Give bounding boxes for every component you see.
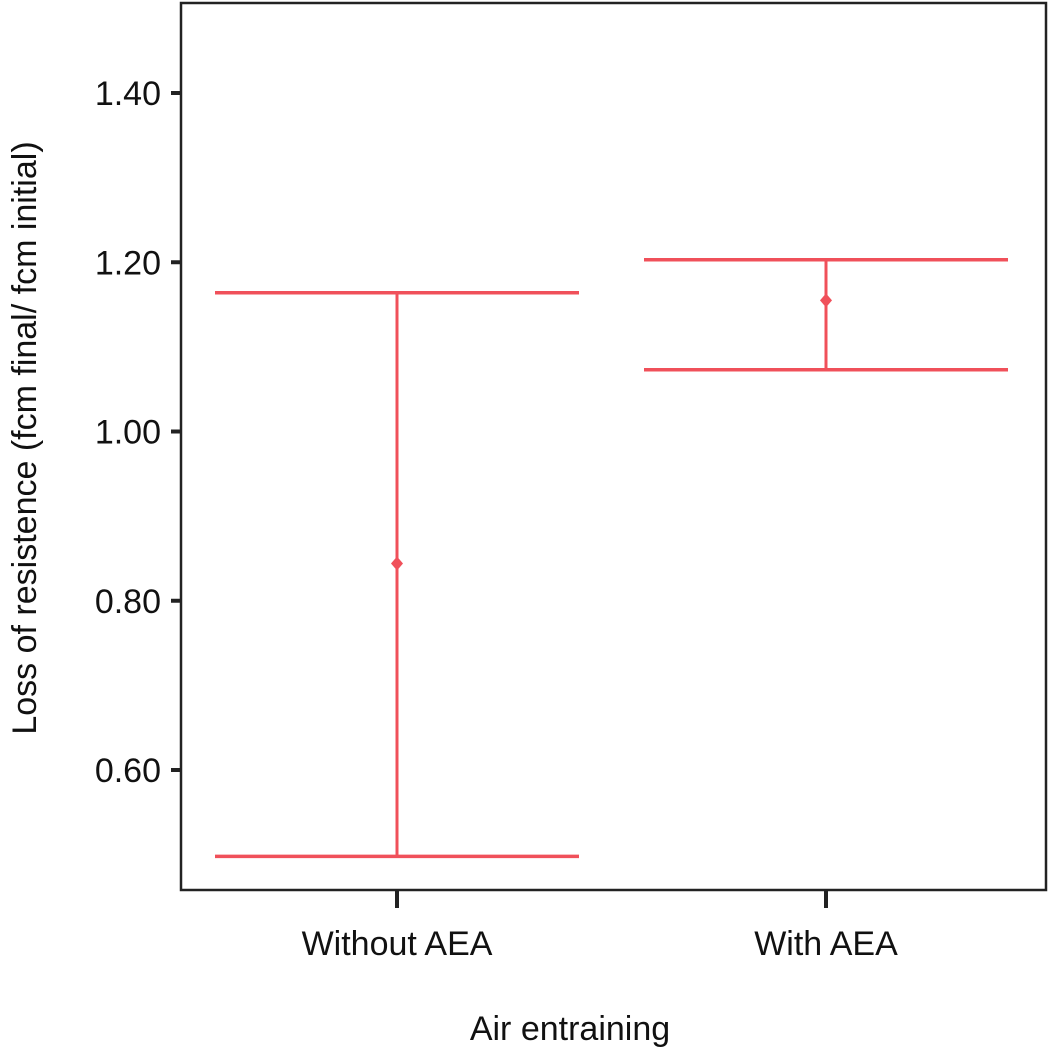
mean-marker	[820, 293, 832, 308]
x-tick-label: With AEA	[754, 925, 898, 963]
x-tick-label: Without AEA	[302, 925, 493, 963]
y-axis: 0.60 0.80 1.00 1.20 1.40	[95, 75, 181, 790]
x-axis-title: Air entraining	[470, 1010, 670, 1047]
y-axis-title: Loss of resistence (fcm final/ fcm initi…	[6, 141, 44, 734]
x-axis: Without AEA With AEA	[302, 890, 898, 963]
plot-frame	[179, 1, 1048, 892]
y-tick-label: 1.00	[95, 414, 161, 452]
mean-marker	[391, 556, 403, 571]
y-tick-label: 1.20	[95, 244, 161, 282]
y-tick-label: 1.40	[95, 75, 161, 113]
error-bars	[215, 257, 1008, 859]
y-tick-label: 0.60	[95, 752, 161, 790]
y-tick-label: 0.80	[95, 583, 161, 621]
